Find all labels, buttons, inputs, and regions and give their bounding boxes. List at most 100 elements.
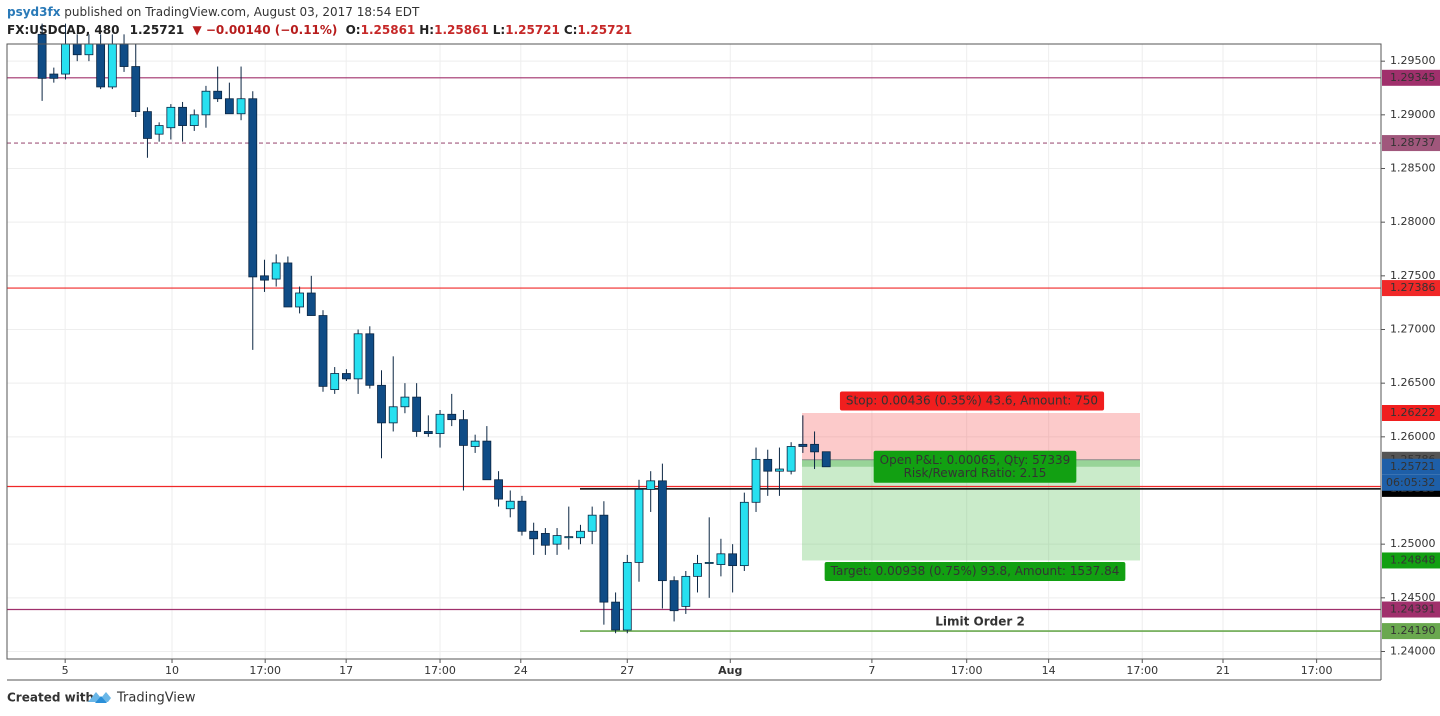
candle-body	[283, 262, 293, 308]
header-change: ▼ −0.00140 (−0.11%)	[192, 23, 337, 37]
candle-body	[482, 440, 492, 481]
candle-body	[330, 373, 340, 391]
x-tick-label: 14	[1042, 664, 1056, 677]
candle-body	[821, 451, 831, 468]
candle-body	[236, 98, 246, 115]
price-marker-label: 1.24190	[1390, 624, 1436, 637]
price-marker-label: 1.25721	[1390, 460, 1436, 473]
candle-body	[704, 562, 714, 564]
candle-body	[599, 514, 609, 603]
candle-body	[786, 446, 796, 472]
x-tick-label: 24	[514, 664, 528, 677]
y-tick-label: 1.29500	[1390, 54, 1436, 67]
x-tick-label: 17:00	[951, 664, 983, 677]
price-marker-label: 1.28737	[1390, 136, 1436, 149]
x-tick-label: 27	[620, 664, 634, 677]
candle-body	[295, 292, 304, 308]
candle-body	[131, 66, 141, 113]
candle-body	[318, 315, 328, 387]
candle-body	[377, 384, 386, 424]
candle-body	[775, 468, 784, 472]
candle-body	[587, 514, 597, 532]
candle-body	[84, 43, 94, 56]
stop-label: Stop: 0.00436 (0.35%) 43.6, Amount: 750	[839, 391, 1105, 411]
price-marker-label: 1.24391	[1390, 603, 1436, 616]
y-tick-label: 1.28500	[1390, 162, 1436, 175]
candle-body	[365, 333, 375, 386]
target-label-text: Target: 0.00938 (0.75%) 93.8, Amount: 15…	[830, 564, 1120, 578]
y-tick-label: 1.27500	[1390, 269, 1436, 282]
x-tick-label: 17:00	[424, 664, 456, 677]
y-tick-label: 1.29000	[1390, 108, 1436, 121]
candle-body	[412, 396, 422, 432]
target-label: Target: 0.00938 (0.75%) 93.8, Amount: 15…	[824, 561, 1126, 581]
overlays: Stop: 0.00436 (0.35%) 43.6, Amount: 750 O…	[824, 69, 1440, 640]
y-tick-label: 1.27000	[1390, 322, 1436, 335]
ohlc-label: L:	[493, 23, 505, 37]
x-tick-label: 17	[339, 664, 353, 677]
x-tick-label: 5	[62, 664, 69, 677]
candle-body	[342, 373, 351, 380]
y-tick-label: 1.26000	[1390, 430, 1436, 443]
ohlc-value: 1.25861	[434, 23, 489, 37]
price-marker	[1382, 69, 1440, 86]
candle-body	[634, 489, 644, 563]
candle-body	[517, 500, 527, 532]
ohlc-label: O:	[346, 23, 361, 37]
candle-body	[213, 90, 223, 100]
target-label-bg	[824, 561, 1126, 581]
price-marker	[1382, 135, 1440, 152]
candle-body	[271, 262, 281, 280]
plot-area: 1.29500 1.29000 1.28500 1.28000 1.27500 1.270…	[7, 23, 1436, 677]
ohlc-label: H:	[419, 23, 434, 37]
y-tick-label: 1.28000	[1390, 215, 1436, 228]
price-marker-label: 1.29345	[1390, 71, 1436, 84]
candle-body	[470, 440, 480, 447]
candle-body	[646, 480, 656, 490]
candle-body	[423, 431, 433, 435]
candle-body	[459, 419, 468, 446]
pnl-label-text: Risk/Reward Ratio: 2.15	[904, 466, 1047, 480]
candle-body	[248, 98, 258, 278]
candle-body	[505, 500, 515, 510]
countdown-bg	[1382, 474, 1440, 491]
candle-body	[96, 43, 106, 88]
published: published on TradingView.com, August 03,…	[60, 5, 420, 19]
header-line-2: FX:USDCAD, 480 1.25721 ▼ −0.00140 (−0.11…	[7, 23, 632, 37]
ohlc-value: 1.25721	[505, 23, 560, 37]
created-with: Created with	[7, 691, 94, 705]
candle-body	[681, 575, 691, 607]
candle-body	[810, 443, 819, 453]
symbol: FX:USDCAD, 480	[7, 23, 119, 37]
x-tick-label: 17:00	[1126, 664, 1158, 677]
candle-body	[751, 458, 761, 503]
candle-body	[693, 563, 702, 577]
author: psyd3fx	[7, 5, 61, 19]
price-marker	[1382, 280, 1440, 297]
x-tick-label: 21	[1216, 664, 1230, 677]
price-marker	[1382, 552, 1440, 569]
candle-body	[763, 458, 773, 472]
candle-body	[540, 533, 550, 546]
candle-body	[529, 530, 539, 540]
candle-body	[107, 43, 117, 88]
candle-body	[400, 396, 410, 408]
candle-body	[201, 90, 211, 116]
candle-body	[306, 292, 316, 316]
x-tick-label: 7	[868, 664, 875, 677]
candle-body	[611, 601, 620, 631]
candle-body	[37, 33, 47, 79]
candle-body	[143, 111, 152, 139]
x-tick-label: 10	[165, 664, 179, 677]
countdown: 06:05:32	[1386, 476, 1435, 489]
candle-body	[564, 536, 574, 539]
candle-body	[260, 275, 269, 281]
candle-body	[353, 333, 363, 380]
candle-body	[154, 125, 164, 135]
stop-label-bg	[839, 391, 1105, 411]
header-line-1: psyd3fx published on TradingView.com, Au…	[7, 5, 420, 19]
x-tick-label: 17:00	[249, 664, 281, 677]
ohlc-value: 1.25861	[361, 23, 416, 37]
